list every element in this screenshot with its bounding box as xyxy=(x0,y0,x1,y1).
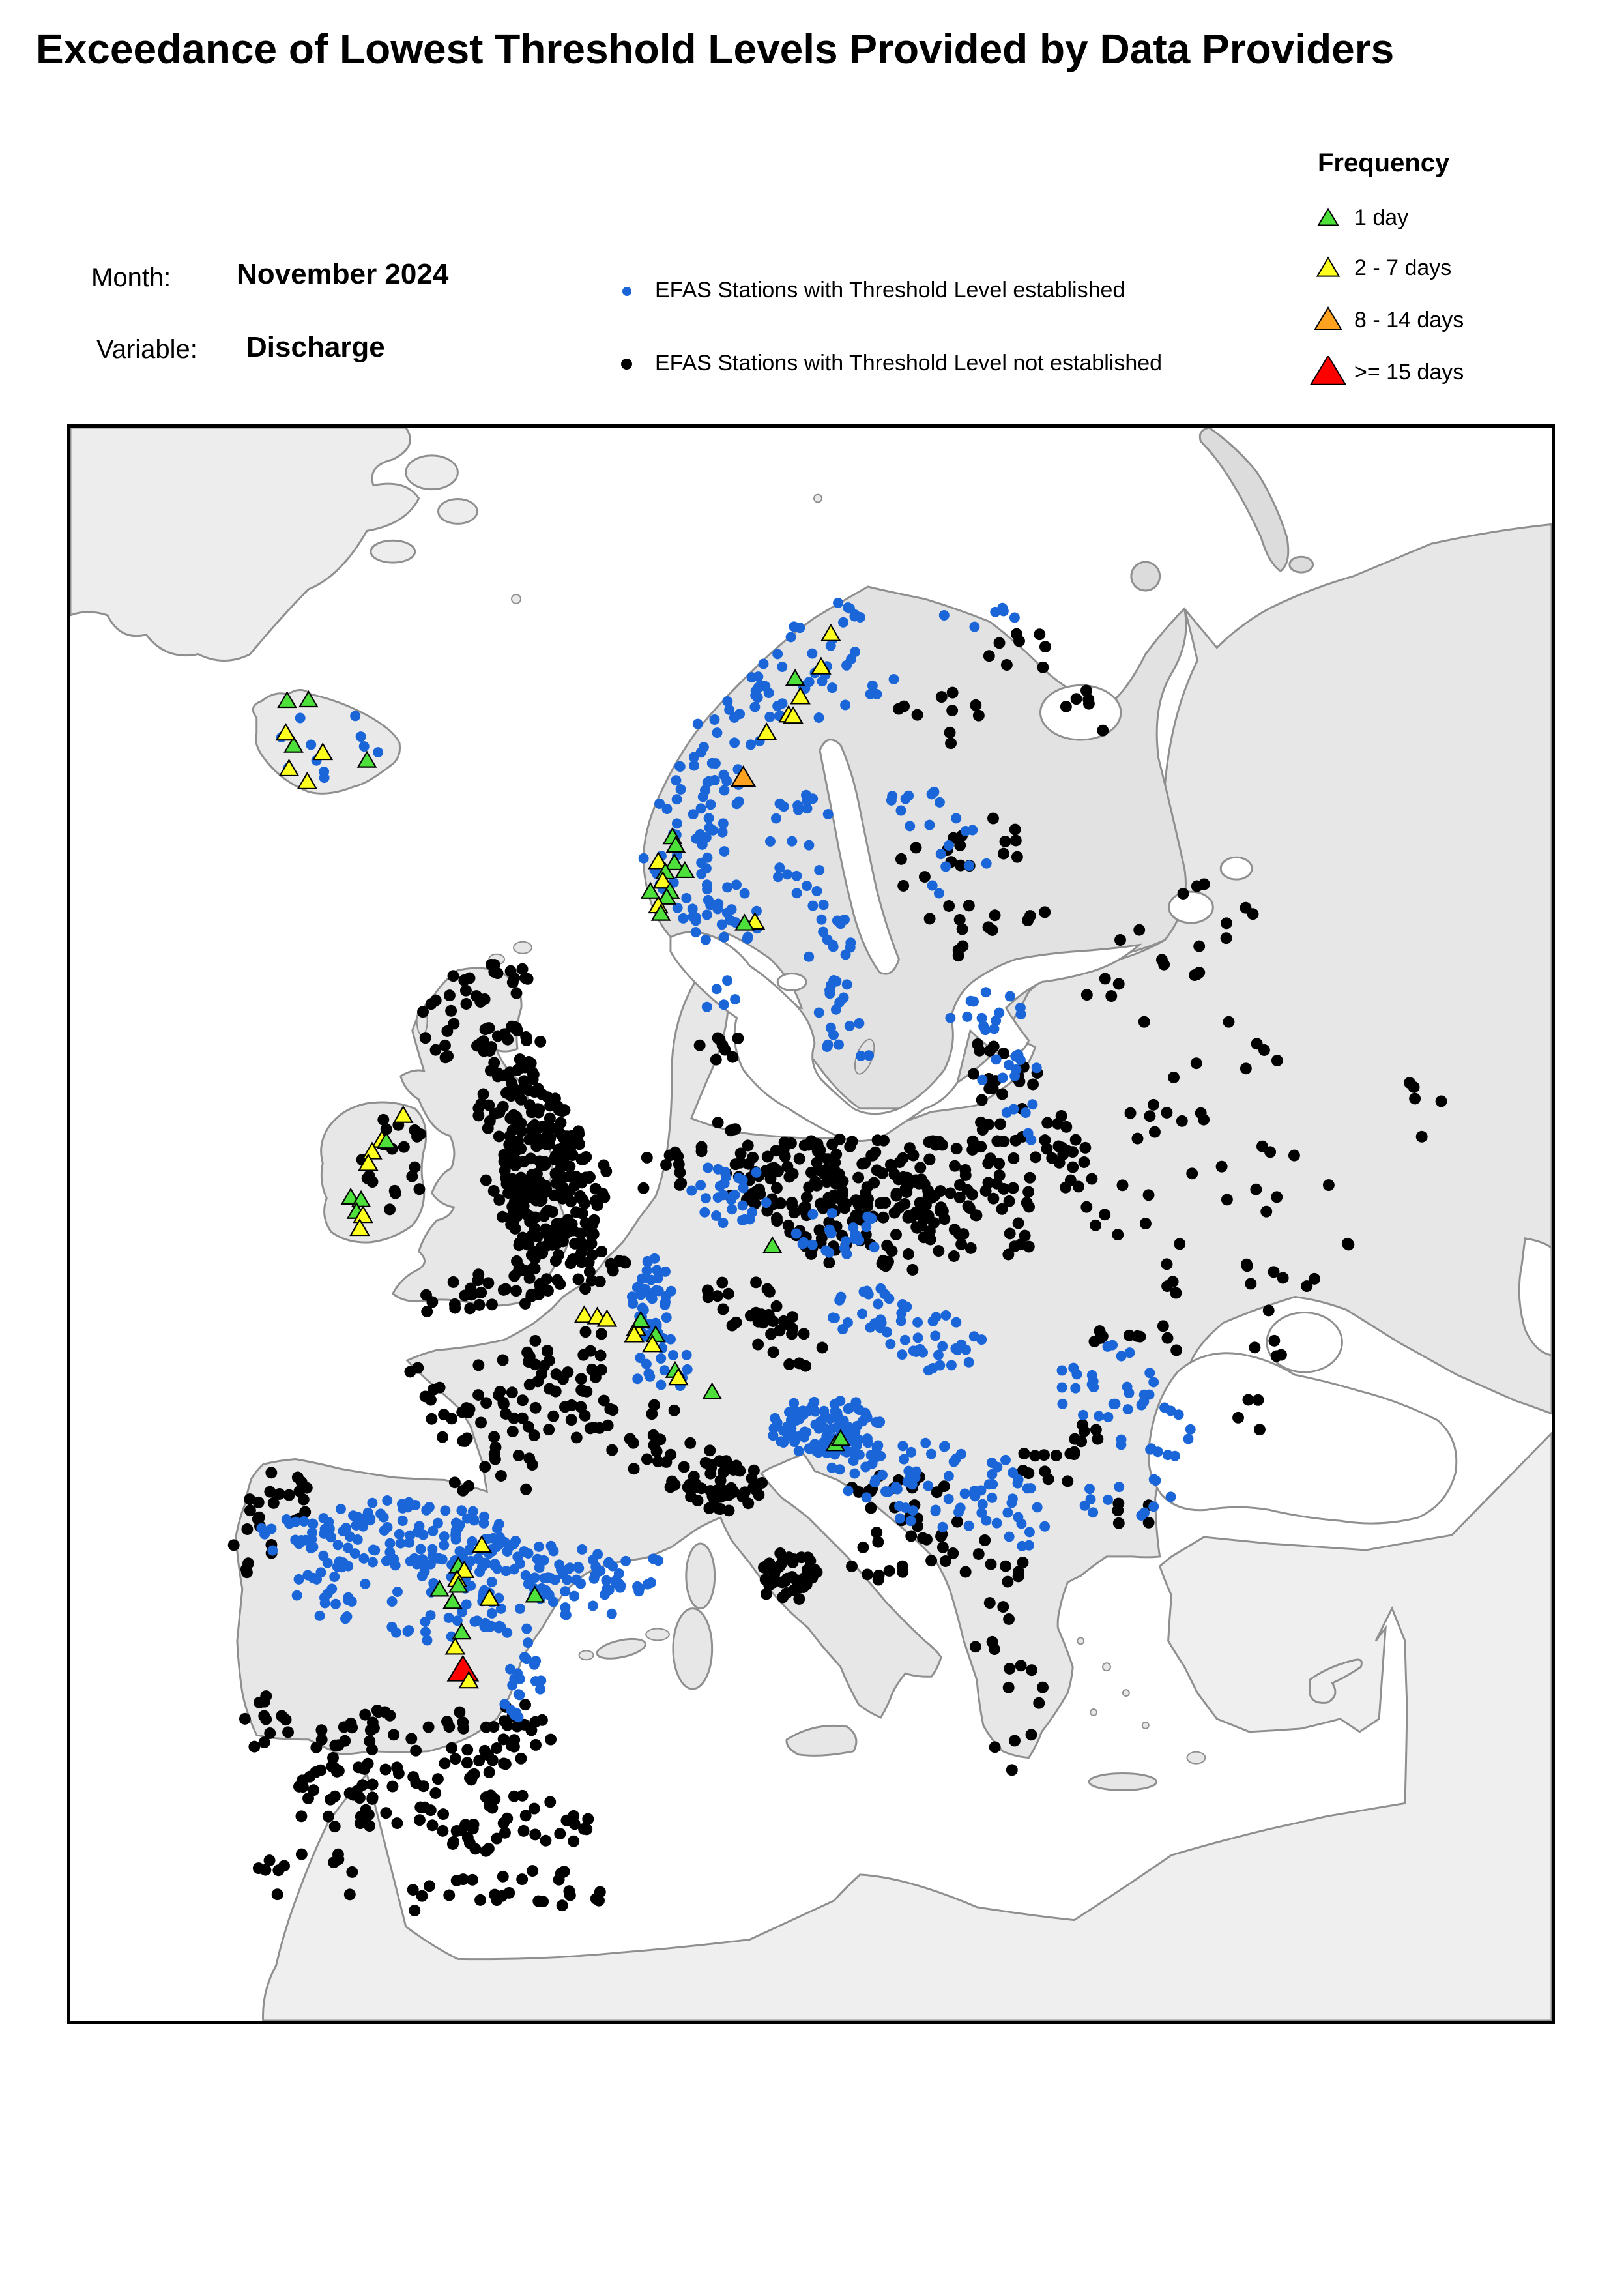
europe-map xyxy=(67,424,1555,2024)
europe-map-canvas xyxy=(70,428,1552,2021)
frequency-marker-d1 xyxy=(298,690,319,708)
frequency-marker-d2_7 xyxy=(652,871,673,889)
month-value: November 2024 xyxy=(237,258,449,290)
frequency-legend-label: 2 - 7 days xyxy=(1354,255,1452,280)
frequency-marker-d1 xyxy=(340,1187,361,1205)
exceedance-frequency-markers xyxy=(275,623,851,1689)
frequency-marker-d1 xyxy=(630,1311,651,1328)
month-label: Month: xyxy=(91,263,171,292)
frequency-marker-d1 xyxy=(650,903,671,921)
page-title: Exceedance of Lowest Threshold Levels Pr… xyxy=(36,25,1395,72)
triangle-icon-d2_7 xyxy=(1302,252,1354,284)
frequency-legend-label: 8 - 14 days xyxy=(1354,307,1464,332)
frequency-marker-d2_7 xyxy=(353,1205,373,1224)
frequency-marker-d1 xyxy=(283,735,304,753)
frequency-marker-d1 xyxy=(277,690,297,709)
frequency-marker-d2_7 xyxy=(358,1153,379,1171)
seas xyxy=(669,684,1552,1525)
frequency-marker-d1 xyxy=(665,836,686,853)
lake-ladoga xyxy=(1168,890,1214,924)
frequency-marker-d2_7 xyxy=(278,758,300,777)
frequency-marker-d2_7 xyxy=(297,771,318,789)
frequency-marker-d2_7 xyxy=(573,1305,595,1323)
frequency-marker-d2_7 xyxy=(820,623,841,641)
frequency-marker-d2_7 xyxy=(668,1368,689,1386)
frequency-marker-d2_7 xyxy=(479,1588,500,1606)
lake-vanern xyxy=(776,973,807,991)
triangle-icon-d1 xyxy=(1302,201,1354,234)
frequency-marker-d2_7 xyxy=(312,742,334,761)
sea-bothnia xyxy=(819,739,900,975)
frequency-legend-item-d2_7: 2 - 7 days xyxy=(1302,250,1451,286)
frequency-marker-d1 xyxy=(762,1236,783,1253)
sea-black-sea xyxy=(1147,1352,1458,1525)
frequency-marker-d1 xyxy=(674,860,695,879)
frequency-marker-d2_7 xyxy=(756,722,777,740)
frequency-legend-label: 1 day xyxy=(1354,205,1409,230)
not-established-legend-dot xyxy=(621,359,632,370)
frequency-marker-d2_7 xyxy=(624,1325,645,1343)
frequency-marker-d1 xyxy=(448,1575,469,1593)
frequency-marker-d1 xyxy=(452,1622,472,1640)
frequency-marker-d2_7 xyxy=(648,851,669,870)
frequency-marker-d1 xyxy=(525,1585,545,1603)
frequency-marker-d2_7 xyxy=(790,686,811,705)
frequency-marker-d2_7 xyxy=(458,1671,480,1689)
frequency-marker-d8_14 xyxy=(730,765,757,787)
frequency-marker-d2_7 xyxy=(444,1637,466,1655)
frequency-marker-d1 xyxy=(702,1382,723,1399)
variable-label: Variable: xyxy=(96,335,197,364)
frequency-marker-d2_7 xyxy=(392,1105,414,1123)
frequency-legend-item-d15: >= 15 days xyxy=(1302,354,1464,390)
frequency-marker-d2_7 xyxy=(349,1218,370,1237)
frequency-marker-d1 xyxy=(429,1579,450,1597)
frequency-marker-d2_7 xyxy=(471,1534,493,1553)
not-established-legend-label: EFAS Stations with Threshold Level not e… xyxy=(655,351,1163,375)
frequency-marker-d2_7 xyxy=(596,1309,618,1327)
established-legend-dot xyxy=(622,287,631,296)
frequency-marker-d2_7 xyxy=(783,706,804,724)
sea-caspian xyxy=(1518,1237,1552,1356)
frequency-marker-d2_7 xyxy=(811,656,832,675)
triangle-icon-d15 xyxy=(1302,356,1354,388)
frequency-marker-d1 xyxy=(656,887,677,905)
lake-onega xyxy=(1219,856,1253,881)
frequency-marker-d2_7 xyxy=(275,723,297,741)
triangle-icon-d8_14 xyxy=(1302,304,1354,336)
frequency-marker-d1 xyxy=(640,881,661,899)
frequency-legend-item-d1: 1 day xyxy=(1302,199,1408,236)
frequency-marker-d2_7 xyxy=(454,1560,475,1578)
frequency-legend-title: Frequency xyxy=(1318,149,1450,177)
variable-value: Discharge xyxy=(246,331,385,363)
frequency-marker-d1 xyxy=(664,853,685,871)
frequency-marker-d1 xyxy=(830,1429,851,1446)
stations-threshold-not-established xyxy=(227,628,1447,1916)
frequency-legend-label: >= 15 days xyxy=(1354,359,1464,385)
frequency-marker-d1 xyxy=(356,750,377,768)
frequency-legend-item-d8_14: 8 - 14 days xyxy=(1302,302,1464,338)
frequency-marker-d1 xyxy=(376,1132,397,1149)
frequency-marker-d2_7 xyxy=(642,1334,663,1353)
sea-white-sea xyxy=(1039,684,1122,741)
frequency-marker-d1 xyxy=(442,1592,463,1609)
sea-baltic xyxy=(669,931,1142,1143)
frequency-marker-d1 xyxy=(734,913,755,931)
frequency-marker-d1 xyxy=(785,669,805,686)
established-legend-label: EFAS Stations with Threshold Level estab… xyxy=(655,278,1125,302)
